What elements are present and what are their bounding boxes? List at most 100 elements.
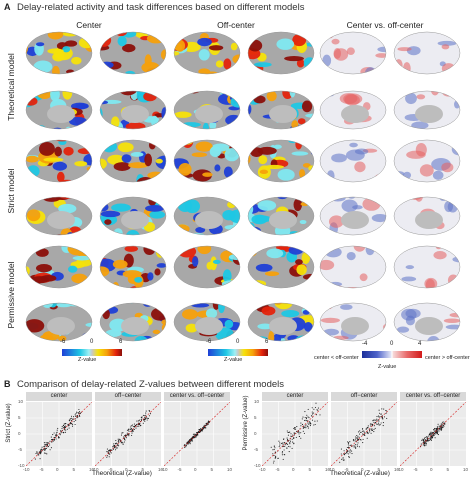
scatter-point xyxy=(109,451,111,453)
scatter-point xyxy=(45,444,47,446)
x-tick-label: 5 xyxy=(308,467,312,472)
scatter-point xyxy=(294,428,296,430)
scatter-point xyxy=(67,424,69,426)
scatter-point xyxy=(193,433,195,435)
scatter-point xyxy=(302,430,304,432)
scatter-point xyxy=(432,437,434,439)
scatter-point xyxy=(425,443,427,445)
scatter-point xyxy=(282,458,284,460)
scatter-point xyxy=(350,444,352,446)
scatter-point xyxy=(293,437,295,439)
brain-surface xyxy=(247,90,315,130)
scatter-point xyxy=(279,444,281,446)
scatter-point xyxy=(200,428,202,430)
scatter-point xyxy=(291,447,293,449)
scatter-point xyxy=(128,428,130,430)
scatter-point xyxy=(41,446,43,448)
scatter-point xyxy=(73,416,75,418)
scatter-point xyxy=(369,431,371,433)
x-tick-label: -10 xyxy=(259,467,266,472)
identity-line xyxy=(164,402,230,466)
scatter-point xyxy=(373,419,375,421)
scatter-point xyxy=(69,418,71,420)
colorbar-center-caption: Z-value xyxy=(78,357,97,363)
scatter-point xyxy=(54,436,56,438)
scatter-point xyxy=(367,425,369,427)
scatter-point xyxy=(34,458,36,460)
scatter-point xyxy=(272,449,274,451)
scatter-point xyxy=(373,428,375,430)
scatter-point xyxy=(292,441,294,443)
identity-line xyxy=(262,402,328,466)
colorbar-center-tick-max: 6 xyxy=(119,339,123,345)
scatter-point xyxy=(422,444,424,446)
scatter-point xyxy=(49,449,51,451)
col-head-off-center: Off-center xyxy=(217,20,255,30)
scatter-point xyxy=(286,443,288,445)
facet-strip: off−center xyxy=(331,392,397,401)
identity-line xyxy=(400,402,466,466)
x-tick-label: 10 xyxy=(158,467,164,472)
scatter-point xyxy=(430,434,432,436)
scatter-point xyxy=(106,455,109,457)
scatter-point xyxy=(189,443,191,445)
scatter-point xyxy=(304,425,306,427)
scatter-point xyxy=(342,457,344,459)
scatter-point xyxy=(140,419,142,421)
scatter-point xyxy=(313,412,315,414)
scatter-point xyxy=(304,427,306,429)
scatter-point xyxy=(296,426,298,428)
scatter-point xyxy=(349,441,351,443)
scatter-point xyxy=(305,419,307,421)
scatter-point xyxy=(364,434,366,436)
scatter-point xyxy=(144,417,146,419)
scatter-point xyxy=(52,434,54,436)
scatter-point xyxy=(437,434,439,436)
scatter-point xyxy=(375,421,377,423)
scatter-point xyxy=(423,437,426,439)
x-tick-label: -5 xyxy=(413,467,418,472)
scatter-point xyxy=(347,453,349,455)
scatter-point xyxy=(426,440,428,442)
scatter-point xyxy=(39,458,41,460)
scatter-point xyxy=(139,422,141,424)
scatter-point xyxy=(146,419,148,421)
scatter-point xyxy=(130,425,132,427)
scatter-point xyxy=(427,439,429,441)
scatter-point xyxy=(65,429,67,431)
scatter-point xyxy=(142,414,144,416)
x-tick-label: 0 xyxy=(56,467,59,472)
scatter-point xyxy=(314,423,316,426)
scatter-point xyxy=(106,451,108,453)
scatter-point xyxy=(435,432,437,434)
scatter-point xyxy=(289,440,292,442)
scatter-point xyxy=(131,424,133,426)
scatter-point xyxy=(315,414,318,416)
scatter-point xyxy=(443,423,445,425)
scatter-point xyxy=(35,452,37,455)
brain-surface xyxy=(25,245,93,289)
scatter-point xyxy=(288,439,290,442)
scatter-point xyxy=(362,428,364,430)
scatter-point xyxy=(355,436,357,438)
scatter-point xyxy=(380,422,382,424)
scatter-point xyxy=(118,439,120,441)
scatter-point xyxy=(65,425,67,427)
brain-surface xyxy=(25,196,93,236)
y-tick-label: -5 xyxy=(18,447,23,452)
scatter-point xyxy=(122,443,124,445)
scatter-point xyxy=(426,436,428,439)
scatter-point xyxy=(305,424,307,426)
colorbar-diff-tick-min: -4 xyxy=(362,341,368,347)
scatter-point xyxy=(72,423,74,425)
scatter-point xyxy=(432,434,434,436)
scatter-point xyxy=(293,436,295,438)
scatter-point xyxy=(430,439,432,441)
scatter-point xyxy=(57,436,60,438)
scatter-point xyxy=(194,437,196,439)
scatter-point xyxy=(371,428,373,430)
scatter-point xyxy=(44,452,46,454)
colorbar-diff-tick-max: 4 xyxy=(418,341,422,347)
scatter-point xyxy=(436,433,438,435)
